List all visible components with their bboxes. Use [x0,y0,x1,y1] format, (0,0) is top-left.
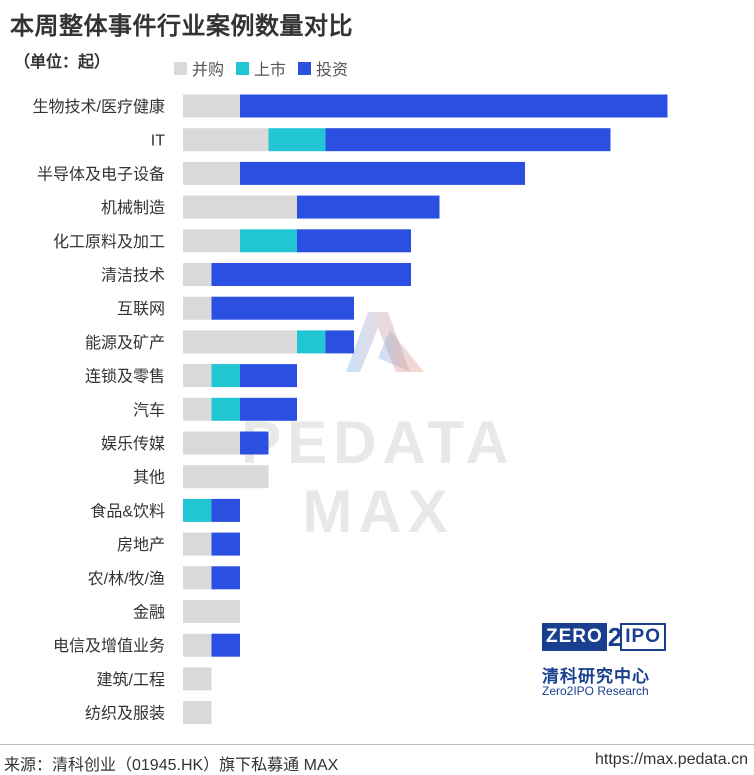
bar-segment-mna [183,94,240,118]
logo-two: 2 [607,622,623,652]
bar-segment-mna [183,161,240,185]
category-label: 清洁技术 [101,267,165,285]
bar-segment-mna [183,566,212,590]
category-label: 建筑/工程 [97,671,165,689]
bar-segment-mna [183,600,240,623]
bar-segment-mna [183,195,297,219]
bar-chart: 生物技术/医疗健康 IT 半导体及电子设备机械制造化工原料及加工清洁技术互联网能源及… [33,94,668,725]
bar-segment-investment [325,128,611,152]
legend-swatch-investment [298,61,312,75]
bar-segment-investment [240,397,297,421]
legend-swatch-ipo [236,61,250,75]
category-label: 半导体及电子设备 [37,165,165,183]
category-label: 娱乐传媒 [101,435,165,453]
legend-swatch-mna [174,61,187,75]
category-label: 电信及增值业务 [53,637,165,655]
category-label: 房地产 [117,536,165,554]
bar-segment-investment [240,161,525,185]
logo-wordmark: ZERO 2 IPO [542,622,666,652]
bar-segment-mna [183,229,240,253]
bar-segment-investment [211,532,240,556]
bar-segment-investment [325,330,354,354]
zero2ipo-logo: ZERO 2 IPO 清科研究中心 Zero2IPO Research [542,622,672,702]
category-label: 互联网 [117,300,165,318]
legend-label-investment: 投资 [316,62,349,79]
category-label: 金融 [133,604,165,622]
category-label: 汽车 [133,401,165,419]
category-label: 机械制造 [101,199,165,217]
chart-unit-label: （单位：起） [14,54,111,71]
bar-segment-mna [183,431,240,455]
category-label: 连锁及零售 [85,368,165,386]
bar-segment-investment [211,566,240,590]
legend-label-ipo: 上市 [254,62,287,79]
bar-segment-investment [240,431,269,455]
category-label: 其他 [133,469,165,487]
logo-ipo: IPO [620,623,666,651]
chart-legend: 并购 上市 投资 [174,56,360,80]
bar-segment-ipo [297,330,326,354]
legend-label-mna: 并购 [192,62,225,79]
category-label: IT [151,133,165,150]
legend-item-mna: 并购 [174,56,224,80]
bar-segment-mna [183,701,212,725]
bar-segment-mna [183,364,212,388]
category-label: 纺织及服装 [85,705,165,723]
bar-segment-mna [183,263,212,286]
bar-segment-ipo [211,364,240,388]
bar-segment-investment [211,633,240,657]
bar-segment-mna [183,296,212,320]
bar-segment-mna [183,633,212,657]
bar-segment-ipo [268,128,326,152]
bar-segment-ipo [211,397,240,421]
logo-zero: ZERO [542,623,607,651]
bar-segment-investment [297,229,411,253]
logo-english-name: Zero2IPO Research [542,684,649,698]
bar-segment-ipo [183,498,212,522]
bar-segment-investment [211,296,354,320]
logo-chinese-name: 清科研究中心 [542,667,650,686]
bar-segment-investment [240,364,297,388]
bar-segment-mna [183,397,212,421]
legend-item-ipo: 上市 [236,56,286,80]
bar-segment-mna [183,532,212,556]
bar-segment-mna [183,667,212,691]
chart-title: 本周整体事件行业案例数量对比 [10,13,353,40]
category-label: 食品&饮料 [90,502,165,520]
category-label: 能源及矿产 [85,334,165,352]
bar-segment-mna [183,330,297,354]
bar-segment-ipo [240,229,297,253]
footer-source: 来源：清科创业（01945.HK）旗下私募通 MAX [4,757,339,774]
bar-segment-mna [183,128,269,152]
category-label: 生物技术/医疗健康 [33,98,165,116]
legend-item-investment: 投资 [298,56,348,80]
category-label: 化工原料及加工 [53,233,165,251]
bar-segment-investment [297,195,440,219]
bar-segment-investment [240,94,668,118]
bar-segment-investment [211,498,240,522]
footer: 来源：清科创业（01945.HK）旗下私募通 MAX https://max.p… [0,744,754,774]
bar-segment-investment [211,263,411,286]
category-label: 农/林/牧/渔 [88,570,165,588]
footer-url[interactable]: https://max.pedata.cn [595,751,748,768]
bar-segment-mna [183,465,269,489]
